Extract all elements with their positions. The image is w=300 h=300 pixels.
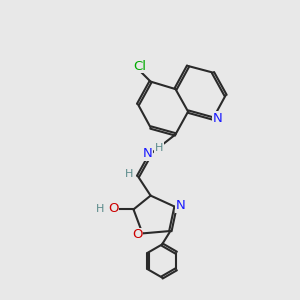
Text: N: N	[176, 199, 186, 212]
Text: H: H	[125, 169, 133, 179]
Text: O: O	[108, 202, 118, 215]
Text: N: N	[213, 112, 222, 125]
Text: O: O	[132, 228, 142, 242]
Text: N: N	[143, 147, 152, 161]
Text: H: H	[155, 143, 163, 153]
Text: Cl: Cl	[133, 60, 146, 73]
Text: H: H	[96, 204, 105, 214]
